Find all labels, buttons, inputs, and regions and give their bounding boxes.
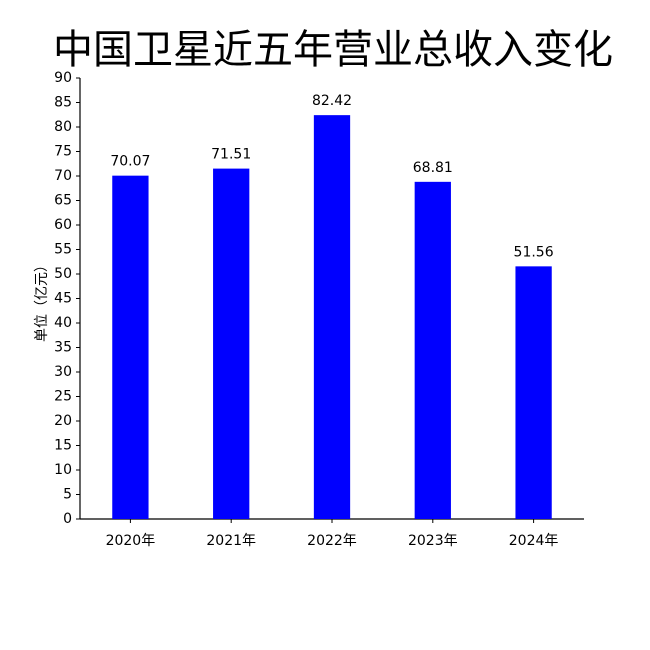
y-tick-label: 25: [54, 389, 72, 405]
y-tick-label: 0: [63, 511, 72, 527]
y-tick-label: 15: [54, 438, 72, 454]
y-tick-label: 30: [54, 364, 72, 380]
y-tick-label: 20: [54, 413, 72, 429]
y-tick-label: 60: [54, 217, 72, 233]
bar: [213, 168, 250, 519]
bar: [313, 115, 351, 519]
bar: [515, 266, 552, 519]
chart-title: 中国卫星近五年营业总收入变化: [53, 27, 613, 73]
bar: [112, 175, 149, 520]
x-tick-label: 2020年: [106, 533, 156, 549]
y-tick-label: 35: [54, 340, 72, 356]
y-tick-label: 90: [54, 70, 72, 86]
y-tick-label: 75: [54, 144, 72, 160]
value-label: 70.07: [110, 154, 150, 170]
y-axis-label: 单位（亿元）: [34, 258, 50, 342]
y-tick-label: 50: [54, 266, 72, 282]
y-tick-label: 70: [54, 168, 72, 184]
x-tick-label: 2023年: [408, 533, 458, 549]
y-tick-label: 55: [54, 242, 72, 258]
value-label: 71.51: [211, 147, 251, 163]
x-tick-label: 2024年: [509, 533, 559, 549]
y-tick-label: 85: [54, 95, 72, 111]
value-label: 51.56: [514, 244, 554, 260]
y-tick-label: 65: [54, 193, 72, 209]
y-tick-label: 45: [54, 291, 72, 307]
y-tick-label: 40: [54, 315, 72, 331]
value-label: 82.42: [312, 93, 352, 109]
value-label: 68.81: [413, 160, 453, 176]
x-tick-label: 2022年: [307, 533, 357, 549]
y-tick-label: 10: [54, 462, 72, 478]
y-tick-label: 80: [54, 119, 72, 135]
bar: [414, 181, 451, 519]
x-tick-label: 2021年: [206, 533, 256, 549]
y-tick-label: 5: [63, 487, 72, 503]
